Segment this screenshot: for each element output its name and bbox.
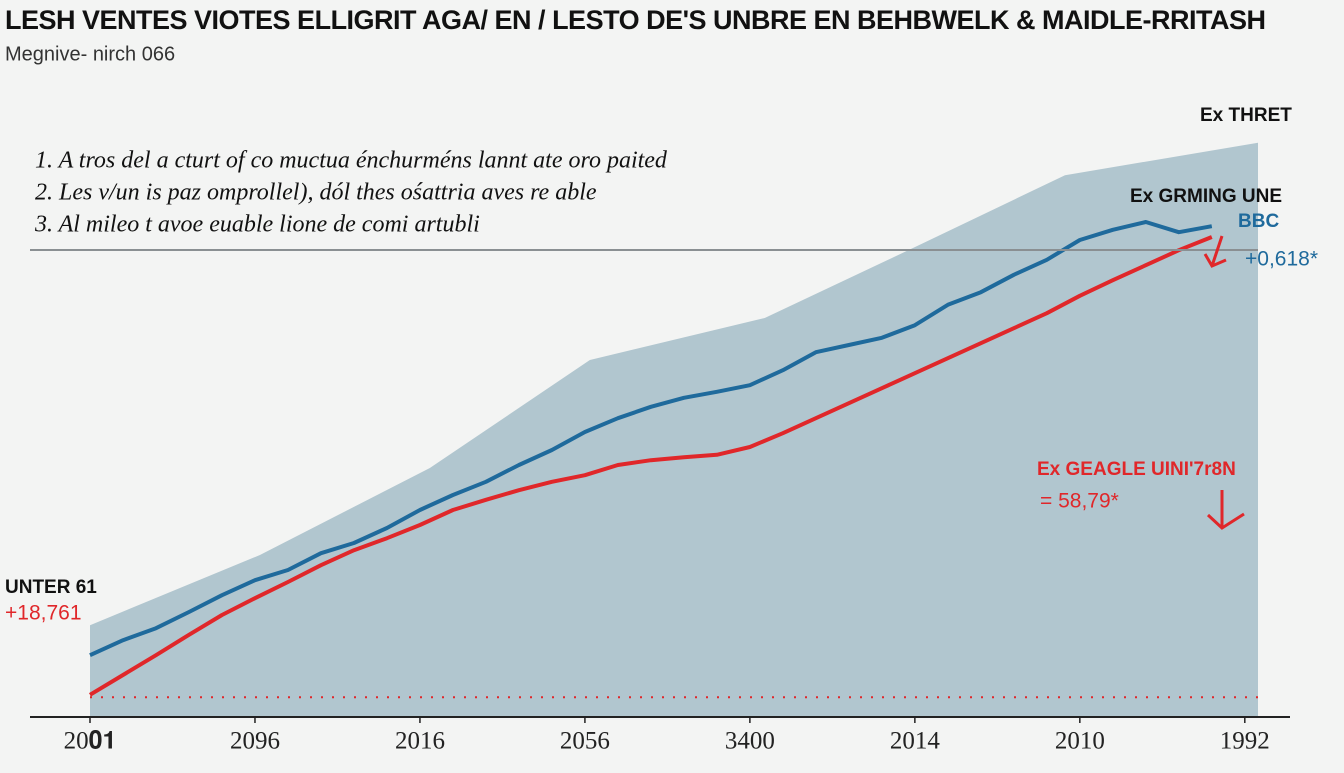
x-tick-label: 2010 [1055, 728, 1105, 755]
annotation: = 58,79* [1040, 490, 1119, 513]
chart-subtitle: Megnive- nirch 066 [5, 43, 175, 65]
line [88, 235, 1213, 697]
note: 3. Al mileo t avoe euable lione de comi … [34, 212, 480, 238]
x-tick-label: 2014 [890, 728, 941, 755]
x-tick-label: 20𝟎𝟏 [64, 728, 117, 755]
x-tick-label: 1992 [1220, 728, 1270, 755]
legend-label: Ex GEAGLE UINI'7r8N [1037, 459, 1236, 480]
area [90, 142, 1258, 718]
x-tick-label: 2056 [560, 728, 610, 755]
x-tick-label: 2096 [230, 728, 280, 755]
chart-title: LESH VENTES VIOTES ELLIGRIT AGA/ EN / LE… [5, 5, 1266, 35]
annotation: +18,761 [5, 602, 82, 625]
x-tick-label: 3400 [725, 728, 775, 755]
arrow [1206, 490, 1245, 530]
plot-area: 20𝟎𝟏 2096 2016 2056 3400 2014 2010 1992 [30, 142, 1290, 755]
annotation: BBC [1238, 211, 1279, 232]
note: 2. Les v/un is paz omprollel), dól thes … [35, 180, 597, 206]
arrow [1203, 235, 1227, 268]
legend-label: Ex GRMING UNE [1130, 186, 1282, 207]
note: 1. A tros del a cturt of co muctua énchu… [35, 148, 668, 174]
annotation: Ex THRET [1200, 105, 1292, 126]
annotation: UNTER 61 [5, 577, 97, 598]
annotation: +0,618* [1245, 248, 1318, 271]
x-tick-label: 2016 [395, 728, 445, 755]
line [89, 220, 1213, 658]
